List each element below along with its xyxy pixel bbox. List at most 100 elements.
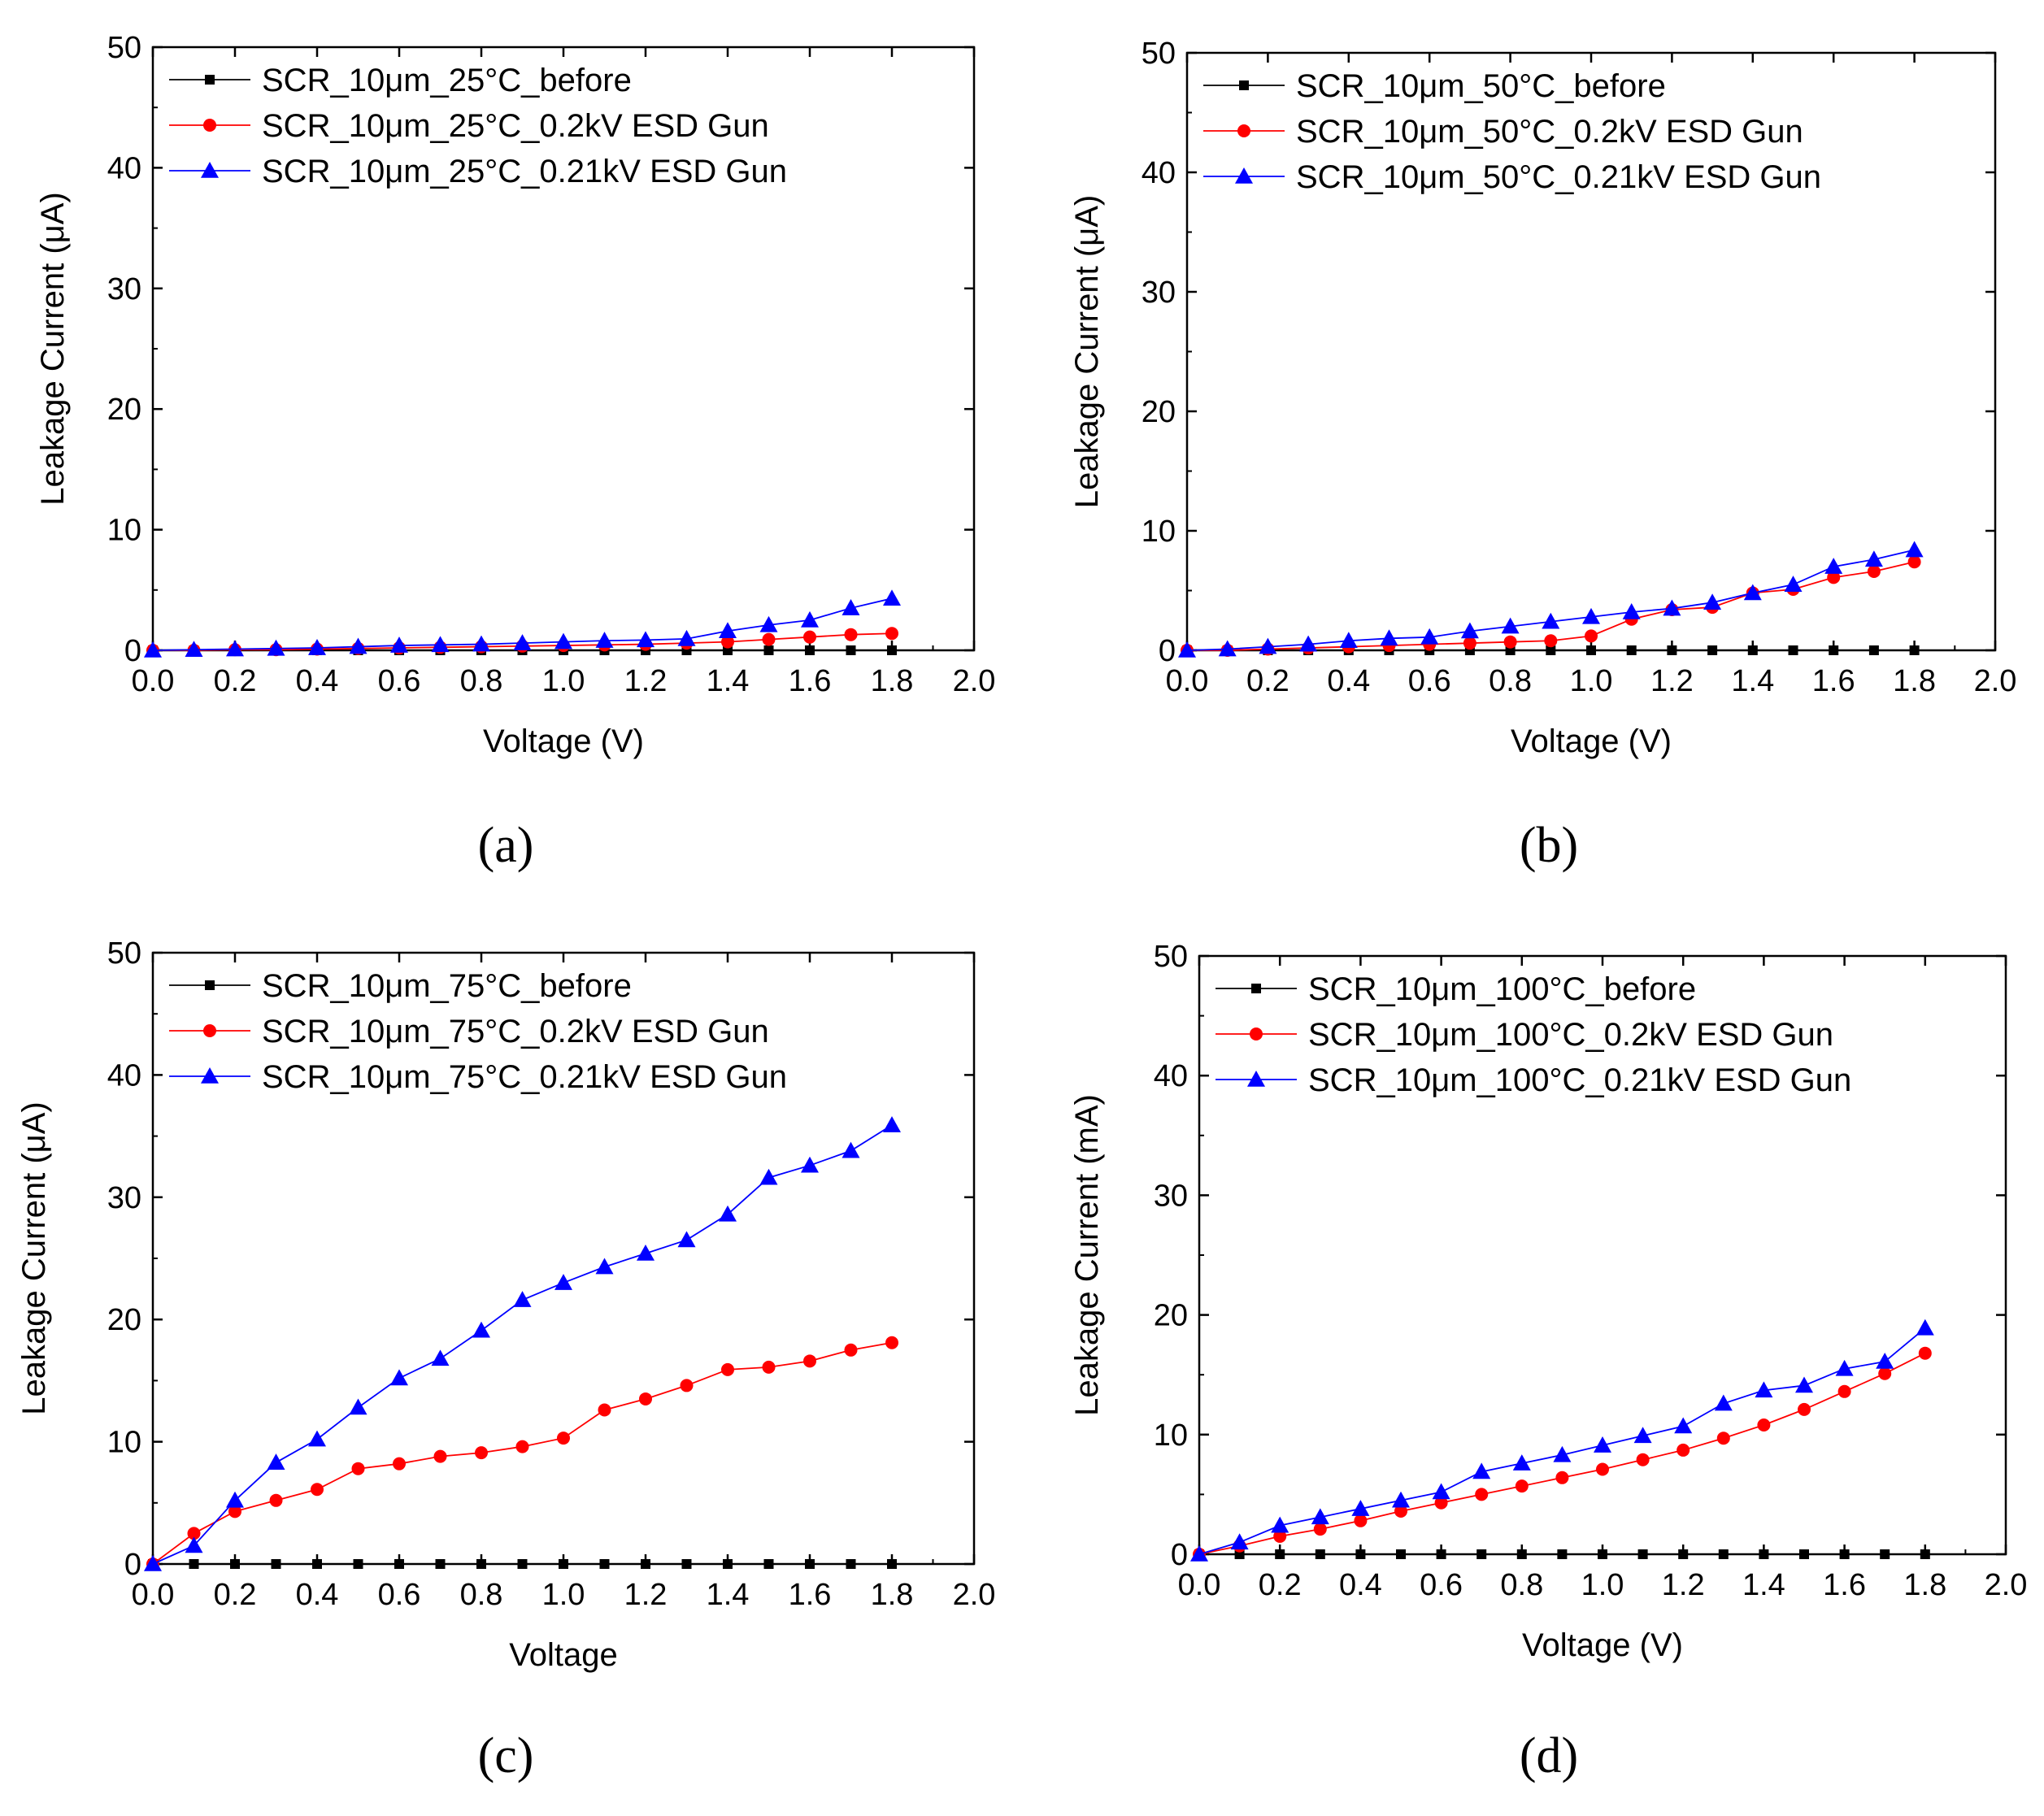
data-point xyxy=(805,1559,815,1569)
legend-marker xyxy=(1247,1071,1265,1087)
chart-panel-4: 0.0 0.2 0.4 0.6 0.8 1.0 1.2 1.4 1.6 1.8 2.0 0 10 20 30… xyxy=(1069,940,2027,1783)
data-point xyxy=(1594,1436,1611,1453)
data-point xyxy=(1755,1381,1773,1398)
y-tick-label: 50 xyxy=(1142,37,1176,71)
data-point xyxy=(1677,1443,1690,1457)
y-tick-label: 0 xyxy=(1159,634,1176,668)
data-point xyxy=(1864,550,1883,567)
x-tick-label: 0.4 xyxy=(296,1578,339,1612)
x-tick-label: 0.0 xyxy=(132,1578,175,1612)
data-point xyxy=(1555,1471,1569,1484)
data-point xyxy=(1598,1549,1607,1559)
panel-caption: (a) xyxy=(478,818,534,873)
chart-panel-3: 0.0 0.2 0.4 0.6 0.8 1.0 1.2 1.4 1.6 1.8 2.0 0 10 20 30… xyxy=(16,936,995,1783)
x-tick-label: 0.6 xyxy=(1408,664,1451,698)
data-point xyxy=(1311,1508,1329,1525)
data-point xyxy=(513,1291,532,1307)
data-point xyxy=(1546,645,1556,655)
y-axis-label: Leakage Current (mA) xyxy=(1069,1094,1105,1416)
data-point xyxy=(1460,622,1479,639)
data-point xyxy=(719,1205,737,1222)
series-2 xyxy=(1193,1346,1932,1561)
data-point xyxy=(759,1168,778,1185)
y-tick-label: 10 xyxy=(107,514,141,548)
data-point xyxy=(842,1141,860,1158)
x-tick-label: 1.0 xyxy=(1581,1568,1624,1602)
data-point xyxy=(1355,1549,1366,1559)
data-point xyxy=(472,635,490,652)
data-point xyxy=(887,645,897,655)
data-point xyxy=(1918,1346,1932,1360)
data-point xyxy=(1868,645,1879,655)
legend-label: SCR_10μm_75°C_0.21kV ESD Gun xyxy=(262,1059,787,1095)
x-tick-label: 2.0 xyxy=(953,664,996,698)
data-point xyxy=(1463,636,1476,650)
data-point xyxy=(1354,1514,1368,1527)
y-tick-label: 0 xyxy=(124,1548,141,1582)
data-point xyxy=(883,1116,901,1132)
x-tick-label: 2.0 xyxy=(953,1578,996,1612)
data-point xyxy=(311,1483,324,1497)
y-tick-label: 10 xyxy=(107,1426,141,1460)
data-point xyxy=(433,1449,447,1463)
x-tick-label: 1.4 xyxy=(707,1578,750,1612)
series-3 xyxy=(144,589,901,658)
x-tick-label: 1.6 xyxy=(1812,664,1855,698)
data-point xyxy=(1916,1319,1934,1336)
data-point xyxy=(1259,637,1277,654)
x-tick-label: 2.0 xyxy=(1974,664,2017,698)
data-point xyxy=(1315,1549,1325,1559)
data-point xyxy=(472,1321,490,1338)
y-tick-label: 0 xyxy=(124,634,141,668)
data-point xyxy=(1637,1549,1648,1559)
y-tick-label: 20 xyxy=(1142,395,1176,429)
data-point xyxy=(846,1559,856,1569)
data-point xyxy=(639,1392,652,1405)
data-point xyxy=(393,1457,406,1471)
legend: SCR_10μm_75°C_before SCR_10μm_75°C_0.2kV … xyxy=(169,968,787,1095)
data-point xyxy=(144,1555,162,1571)
x-tick-label: 0.0 xyxy=(1178,1568,1221,1602)
x-tick-label: 1.2 xyxy=(1650,664,1694,698)
data-point xyxy=(515,1440,529,1453)
y-tick-label: 40 xyxy=(1154,1059,1188,1093)
data-point xyxy=(1909,645,1920,655)
data-point xyxy=(1707,645,1718,655)
x-tick-label: 1.4 xyxy=(1731,664,1774,698)
legend-label: SCR_10μm_25°C_before xyxy=(262,63,632,98)
x-tick-label: 0.6 xyxy=(378,664,421,698)
data-point xyxy=(1178,641,1196,658)
data-point xyxy=(1829,645,1839,655)
data-point xyxy=(1380,629,1398,646)
data-point xyxy=(1516,1549,1527,1559)
data-point xyxy=(1757,1418,1771,1432)
legend: SCR_10μm_25°C_before SCR_10μm_25°C_0.2kV … xyxy=(169,63,787,189)
legend: SCR_10μm_50°C_before SCR_10μm_50°C_0.2kV … xyxy=(1203,68,1821,195)
data-point xyxy=(1512,1454,1531,1471)
data-point xyxy=(554,632,572,650)
data-point xyxy=(1835,1359,1854,1376)
legend-label: SCR_10μm_50°C_0.21kV ESD Gun xyxy=(1296,159,1821,195)
data-point xyxy=(1759,1549,1769,1559)
data-point xyxy=(1596,1462,1609,1476)
x-tick-label: 1.6 xyxy=(789,664,832,698)
data-point xyxy=(475,1446,488,1460)
x-tick-label: 0.2 xyxy=(214,1578,257,1612)
data-point xyxy=(1475,1488,1489,1501)
data-point xyxy=(1515,1479,1529,1493)
data-point xyxy=(1880,1549,1890,1559)
data-point xyxy=(803,630,816,644)
data-point xyxy=(1472,1462,1491,1479)
x-tick-label: 1.2 xyxy=(1662,1568,1705,1602)
series-3 xyxy=(144,1116,901,1571)
legend-label: SCR_10μm_100°C_0.2kV ESD Gun xyxy=(1308,1017,1833,1053)
data-point xyxy=(1867,564,1881,578)
panels: 0.0 0.2 0.4 0.6 0.8 1.0 1.2 1.4 1.6 1.8 2.0 0 10 20 30… xyxy=(16,31,2027,1783)
data-point xyxy=(595,632,614,648)
data-point xyxy=(1743,584,1762,601)
x-tick-label: 0.6 xyxy=(1420,1568,1463,1602)
data-point xyxy=(637,631,655,648)
legend-marker xyxy=(1237,124,1250,137)
data-point xyxy=(637,1244,655,1261)
data-point xyxy=(677,629,696,646)
